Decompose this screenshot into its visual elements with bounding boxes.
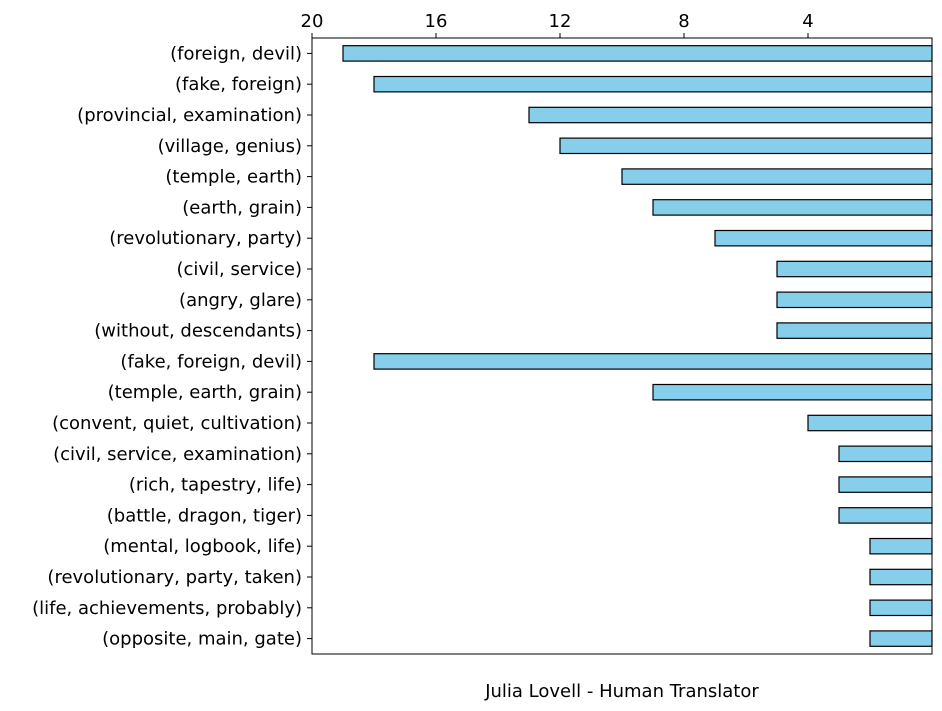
category-label: (fake, foreign) — [175, 74, 302, 95]
bar — [342, 45, 933, 62]
bar — [528, 106, 933, 124]
bars-group — [342, 45, 933, 647]
bar — [652, 383, 933, 401]
y-axis-ticks: (foreign, devil) (fake, foreign) (provinci… — [32, 43, 312, 650]
axes-frame — [311, 37, 933, 655]
x-tick-label: 20 — [301, 11, 324, 32]
category-label: (revolutionary, party) — [109, 228, 302, 249]
x-tick-label: 4 — [802, 11, 813, 32]
category-label: (rich, tapestry, life) — [129, 475, 302, 496]
category-label: (fake, foreign, devil) — [120, 351, 302, 372]
category-label: (angry, glare) — [179, 290, 302, 311]
category-label: (foreign, devil) — [170, 43, 302, 64]
category-label: (civil, service) — [176, 259, 302, 280]
category-label: (village, genius) — [158, 136, 302, 157]
bar — [838, 445, 933, 463]
bar — [838, 476, 933, 493]
bar — [869, 537, 933, 555]
category-label: (earth, grain) — [182, 197, 302, 218]
x-axis-ticks: 20 16 12 8 4 — [301, 11, 814, 38]
x-axis-label: Julia Lovell - Human Translator — [484, 681, 759, 702]
x-tick-label: 12 — [549, 11, 572, 32]
bar — [621, 168, 933, 185]
x-tick-label: 8 — [678, 11, 689, 32]
category-label: (temple, earth, grain) — [108, 382, 302, 403]
bar — [776, 260, 933, 278]
bar — [776, 322, 933, 339]
bar — [838, 507, 933, 524]
bar — [652, 199, 933, 216]
bar — [714, 229, 933, 247]
bar — [559, 137, 933, 155]
category-label: (provincial, examination) — [77, 105, 302, 126]
bar — [373, 353, 933, 370]
bar — [869, 568, 933, 586]
x-tick-label: 16 — [425, 11, 448, 32]
bar — [776, 291, 933, 309]
category-label: (without, descendants) — [94, 321, 302, 342]
bar — [373, 75, 933, 93]
category-label: (convent, quiet, cultivation) — [52, 413, 302, 434]
category-label: (battle, dragon, tiger) — [107, 505, 302, 526]
category-label: (opposite, main, gate) — [102, 629, 302, 650]
category-label: (civil, service, examination) — [53, 444, 302, 465]
bar — [807, 414, 933, 432]
category-label: (temple, earth) — [165, 167, 302, 188]
bar — [869, 630, 933, 647]
bar — [869, 599, 933, 617]
category-label: (life, achievements, probably) — [32, 598, 302, 619]
category-label: (mental, logbook, life) — [103, 536, 302, 557]
category-label: (revolutionary, party, taken) — [47, 567, 302, 588]
